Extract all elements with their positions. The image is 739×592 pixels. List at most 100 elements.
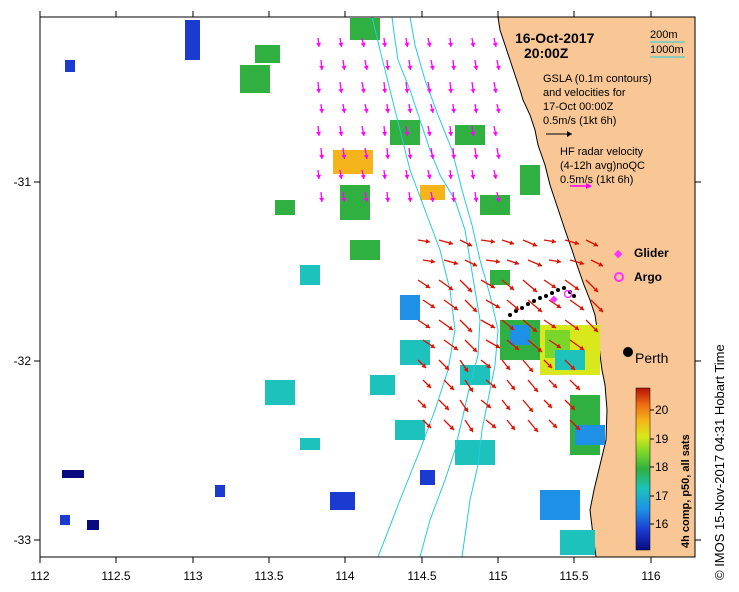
gsla-arrow (417, 399, 427, 409)
colorbar (635, 387, 651, 551)
radar-arrow (448, 37, 454, 48)
gsla-arrow (543, 399, 553, 409)
radar-arrow (319, 191, 325, 203)
gsla-arrow (564, 359, 576, 371)
gsla-arrow (564, 239, 580, 246)
gsla-arrow (459, 359, 469, 373)
radar-arrow (470, 169, 476, 180)
map-date: 16-Oct-2017 (515, 30, 595, 46)
gsla-arrow (506, 259, 520, 266)
gsla-arrow (422, 299, 436, 309)
radar-arrow (429, 191, 435, 203)
radar-arrow (407, 191, 413, 203)
map-time: 20:00Z (524, 45, 569, 61)
radar-arrow (382, 169, 388, 180)
argo-marker (563, 289, 573, 299)
radar-arrow (407, 103, 413, 114)
radar-arrow (495, 147, 501, 160)
gsla-arrow (485, 258, 501, 264)
radar-arrow (316, 81, 322, 94)
gsla-arrow (464, 339, 478, 353)
y-tick-label: -32 (14, 354, 32, 368)
gsla-arrow (443, 379, 455, 391)
colorbar-ticks (650, 409, 654, 525)
gsla-arrow (417, 319, 431, 329)
radar-arrow (448, 169, 454, 180)
gsla-arrow (564, 279, 580, 291)
radar-arrow (338, 169, 344, 180)
gsla-arrow (459, 399, 469, 413)
y-tick-labels: -31 -32 -33 (14, 175, 32, 547)
gsla-arrow (501, 359, 511, 371)
gsla-arrow (422, 379, 432, 389)
gsla-arrow (548, 258, 562, 264)
x-tick-label: 115.5 (559, 569, 588, 583)
gsla-arrow (501, 319, 515, 331)
radar-arrow (492, 169, 498, 180)
radar-arrow (451, 103, 457, 114)
radar-arrow (407, 59, 413, 71)
gsla-arrow (422, 339, 436, 349)
radar-arrow (385, 103, 391, 114)
gsla-arrow (548, 379, 558, 389)
radar-arrow (429, 59, 435, 71)
colorbar-tick-label: 20 (655, 403, 669, 417)
radar-arrow (492, 81, 498, 94)
gsla-arrow (527, 379, 539, 393)
x-tick-label: 115 (488, 569, 507, 583)
gsla-arrow (464, 299, 478, 313)
x-tick-labels: 112 112.5 113 113.5 114 114.5 115 115.5 … (30, 569, 660, 583)
credit-text: © IMOS 15-Nov-2017 04:31 Hobart Time (712, 344, 727, 580)
isobath-1000m-label: 1000m (650, 44, 684, 56)
gsla-arrow (422, 419, 432, 429)
gsla-arrow (585, 279, 599, 293)
gsla-note-line3: 17-Oct 00:00Z (543, 101, 614, 113)
radar-arrow (451, 147, 457, 160)
radar-arrow (470, 125, 476, 137)
radar-velocity-arrows (316, 37, 501, 203)
gsla-arrow (522, 399, 534, 413)
y-tick-label: -33 (14, 533, 32, 547)
x-axis (39, 11, 652, 563)
radar-arrow (495, 103, 501, 114)
gsla-arrow (443, 419, 455, 431)
gsla-arrow (443, 259, 459, 266)
gsla-arrow (548, 299, 562, 309)
radar-arrow (404, 37, 410, 48)
gsla-arrow (569, 339, 585, 351)
gsla-arrow (548, 339, 562, 349)
gsla-arrow (417, 279, 431, 289)
gsla-arrow (501, 239, 515, 246)
gsla-arrow (506, 419, 516, 431)
gsla-arrow (417, 359, 427, 369)
gsla-arrow (443, 299, 459, 311)
radar-arrow (404, 81, 410, 94)
gsla-arrow (543, 319, 557, 329)
x-tick-label: 114.5 (407, 569, 436, 583)
radar-arrow (341, 191, 347, 203)
gsla-arrow (464, 419, 474, 433)
colorbar-tick-label: 16 (655, 517, 669, 531)
gsla-arrow (464, 259, 478, 267)
radar-note-line2: (4-12h avg)noQC (560, 160, 645, 172)
radar-arrow (382, 125, 388, 137)
colorbar-tick-label: 18 (655, 460, 669, 474)
radar-arrow (338, 125, 344, 137)
radar-arrow (429, 103, 435, 114)
gsla-arrow (585, 239, 599, 247)
radar-arrow (473, 103, 479, 114)
radar-arrow (360, 37, 366, 48)
gsla-arrow (506, 299, 520, 311)
radar-arrow (360, 169, 366, 180)
radar-arrow (382, 37, 388, 48)
radar-arrow (426, 169, 432, 180)
gsla-scale-arrowhead (567, 131, 572, 137)
glider-track (508, 286, 576, 317)
radar-arrow (448, 125, 454, 137)
gsla-arrow (480, 279, 496, 289)
gsla-note-line2: and velocities for (543, 87, 626, 99)
radar-scale-arrowhead (586, 183, 592, 189)
radar-arrow (492, 37, 498, 48)
gsla-arrow (527, 259, 543, 267)
y-tick-label: -31 (14, 175, 32, 189)
